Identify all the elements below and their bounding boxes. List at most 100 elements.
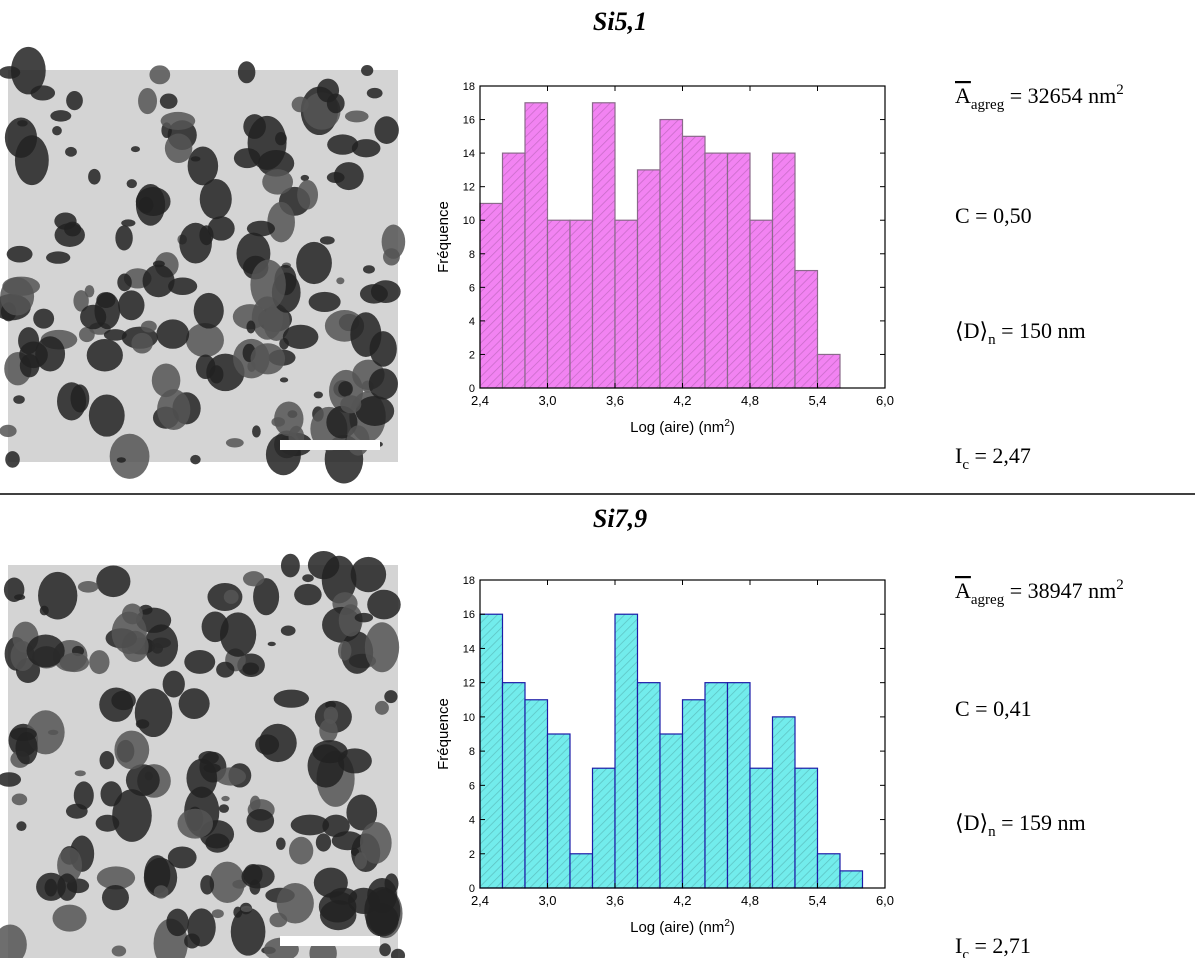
stat-main: A [955,83,971,108]
micrograph-blob [246,220,275,237]
micrograph-blob [354,852,368,870]
micrograph-blob [366,87,383,99]
bar [591,767,616,889]
y-tick-label: 6 [469,780,475,792]
micrograph-blob [207,216,235,241]
bar [816,853,841,889]
micrograph-blob [3,577,25,602]
micrograph-blob [364,887,401,935]
micrograph-blob [65,803,88,819]
micrograph-blob [6,245,33,263]
micrograph-blob [262,169,294,195]
micrograph-blob [307,550,340,580]
bar [524,102,549,389]
micrograph-blob [57,873,78,901]
x-axis-label-sup: 2 [724,418,730,429]
micrograph-blob [333,162,364,191]
micrograph-blob [216,661,235,678]
x-axis-label-tail: ) [730,419,735,436]
micrograph-blob [276,837,286,850]
micrograph-blob [166,908,189,937]
micrograph-blob [276,883,314,924]
micrograph-blob [144,624,179,667]
micrograph-blob [115,225,133,251]
micrograph-blob [316,78,340,103]
micrograph-blob [282,324,319,349]
micrograph-blob [116,457,126,463]
stat-text: = 2,47 [969,443,1031,468]
bar [749,767,774,889]
bar [726,682,751,889]
micrograph-blob [178,688,210,719]
micrograph-blob [302,574,314,583]
bar [501,152,526,389]
micrograph-blob [242,571,265,587]
micrograph-blob [296,241,332,285]
micrograph-blob [131,332,153,354]
x-tick-label: 6,0 [876,893,894,908]
x-tick-label: 3,6 [606,393,624,408]
stat-main: C = 0,50 [955,203,1032,228]
y-tick-label: 14 [463,643,475,655]
micrograph-blob [153,885,169,899]
stat: Aagreg = 38947 nm2 [955,577,1124,608]
micrograph-blob [138,196,154,214]
y-tick-label: 8 [469,249,475,261]
micrograph-blob [232,304,267,330]
micrograph-blob [168,277,198,295]
y-tick-label: 0 [469,383,475,395]
micrograph-blob [35,336,66,372]
bar [771,716,796,889]
micrograph-blob [73,781,94,810]
micrograph-blob [177,808,214,839]
micrograph-blob [225,438,244,448]
x-tick-label: 4,8 [741,893,759,908]
y-tick-label: 2 [469,849,475,861]
micrograph-blob [209,365,224,384]
stat-sup: 2 [1116,82,1124,98]
stat-main: ⟨D⟩ [955,810,988,835]
y-tick-label: 12 [463,182,475,194]
micrograph-blob [4,117,38,158]
micrograph-blob [242,662,260,675]
micrograph-blob [350,847,359,856]
micrograph-blob [325,701,336,710]
micrograph-blob [88,168,101,185]
micrograph-blob [265,308,279,327]
micrograph-blob [374,700,389,715]
bar [546,219,571,389]
stat-main: C = 0,41 [955,696,1032,721]
micrograph-blob [308,291,341,312]
micrograph-blob [130,146,140,153]
micrograph-blob [184,649,216,674]
micrograph-blob [319,718,338,743]
micrograph-blob [232,879,247,889]
x-tick-label: 6,0 [876,393,894,408]
micrograph-blob [350,556,387,593]
micrograph-blob [16,821,27,832]
bar [591,102,616,389]
x-axis-label-sup: 2 [724,918,730,929]
micrograph-blob [297,180,319,210]
micrograph-blob [384,690,398,704]
micrograph-blob [199,178,232,220]
micrograph-blob [289,836,314,865]
x-axis-label-tail: ) [730,919,735,936]
micrograph-blob [167,846,197,869]
micrograph-blob [10,46,46,95]
micrograph-blob [13,395,25,404]
stat-text: = 32654 nm [1004,83,1116,108]
micrograph-blob [149,65,171,85]
micrograph-blob [151,363,181,398]
micrograph-blob [237,61,256,84]
stat: Ic = 2,71 [955,933,1031,958]
micrograph [0,46,406,484]
micrograph-blob [141,320,157,333]
micrograph [0,550,406,958]
y-tick-label: 12 [463,678,475,690]
micrograph-blob [383,248,400,266]
micrograph-blob [103,329,127,341]
micrograph-blob [359,821,392,864]
bar [681,135,706,389]
